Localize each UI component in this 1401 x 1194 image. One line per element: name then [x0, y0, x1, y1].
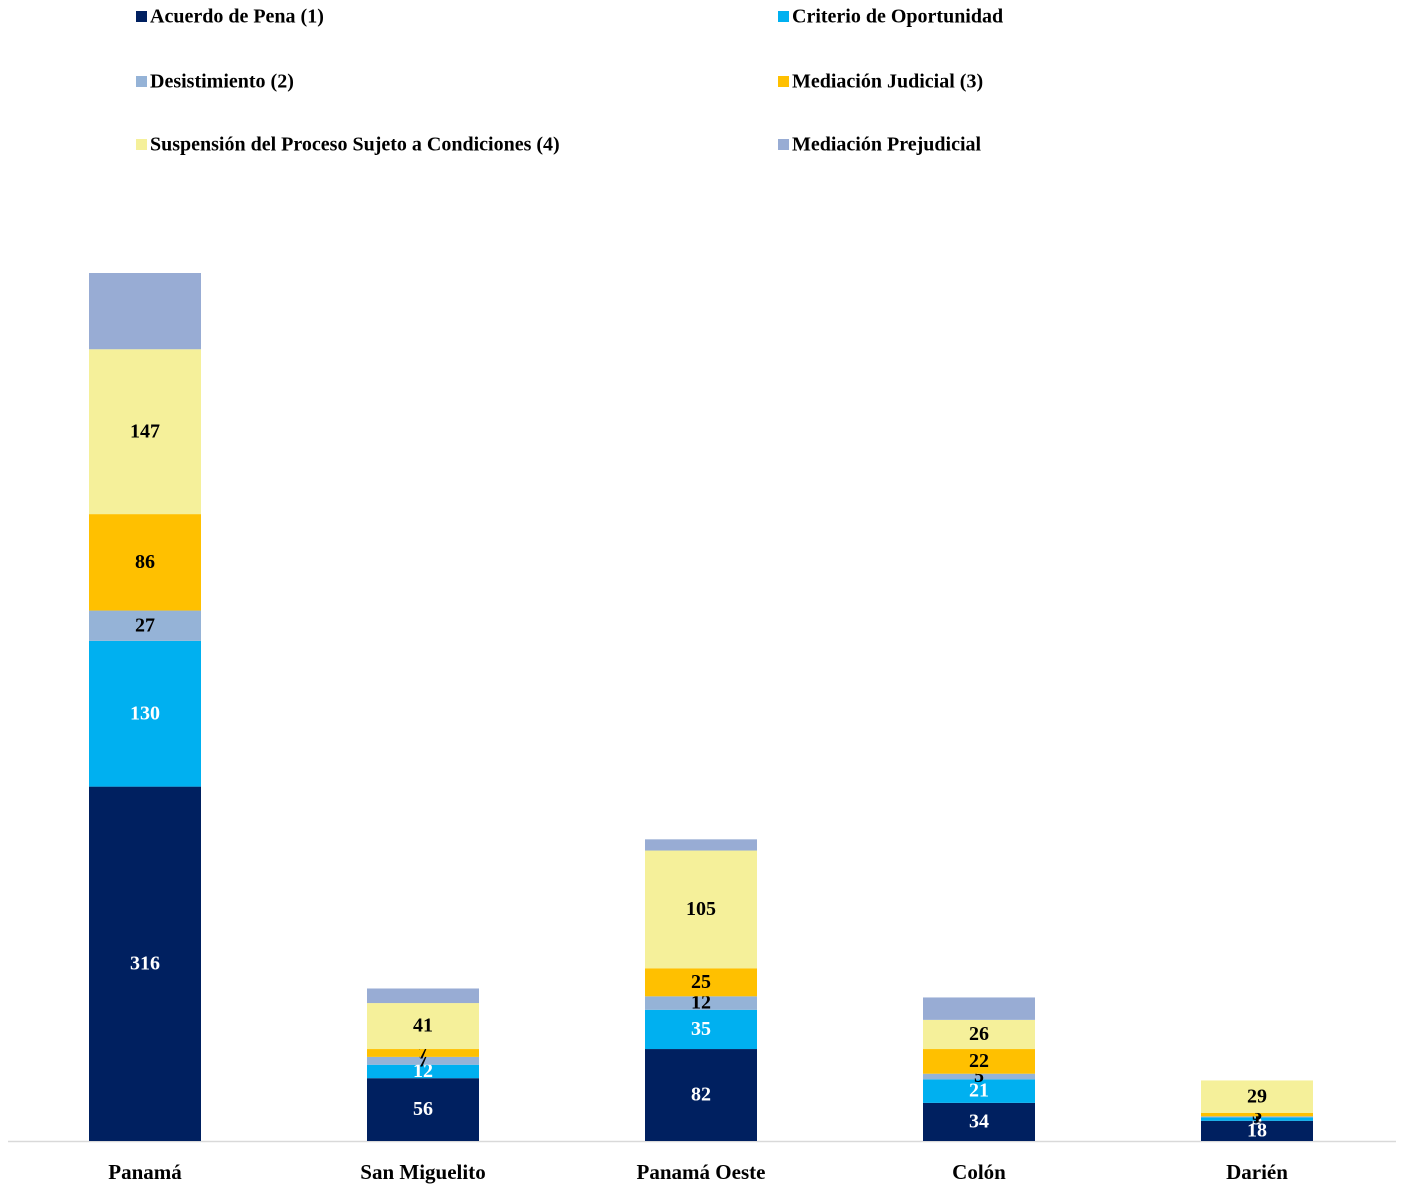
data-label: 35 — [691, 1018, 711, 1040]
legend-swatch — [136, 139, 147, 150]
data-label: 26 — [969, 1023, 989, 1045]
bar-segment — [1201, 1080, 1313, 1113]
bar-segment — [645, 1009, 757, 1050]
bar-segment — [89, 786, 201, 1141]
bar-segment — [645, 996, 757, 1010]
data-label: 22 — [969, 1050, 989, 1072]
data-label: 41 — [413, 1015, 433, 1037]
bar-segment — [645, 839, 757, 851]
data-label: 34 — [969, 1111, 989, 1133]
bar-segment — [367, 1064, 479, 1079]
bar-segment — [923, 1079, 1035, 1103]
legend-swatch — [136, 11, 147, 22]
bar-segment — [1201, 1112, 1313, 1117]
bar-segment — [89, 273, 201, 350]
data-label: 18 — [1247, 1120, 1267, 1142]
x-tick-label: Panamá — [108, 1160, 182, 1184]
data-label: 56 — [413, 1098, 433, 1120]
bar-segment — [1201, 1117, 1313, 1121]
legend-label: Desistimiento (2) — [150, 71, 294, 93]
data-label: 3 — [1252, 1108, 1262, 1130]
data-label: 147 — [130, 420, 160, 442]
data-label: 3 — [1252, 1103, 1262, 1125]
legend-swatch — [136, 76, 147, 87]
bar-segment — [923, 1049, 1035, 1074]
x-tick-label: San Miguelito — [360, 1160, 485, 1184]
data-label: 21 — [969, 1080, 989, 1102]
legend-label: Criterio de Oportunidad — [792, 6, 1003, 28]
bar-segment — [89, 610, 201, 641]
data-label: 27 — [135, 614, 155, 636]
legend-swatch — [778, 76, 789, 87]
data-label: 12 — [413, 1060, 433, 1082]
legend-label: Suspensión del Proceso Sujeto a Condicio… — [150, 134, 560, 156]
data-label: 5 — [974, 1065, 984, 1087]
data-label: 316 — [130, 952, 160, 974]
data-label: 7 — [418, 1049, 428, 1071]
bar-segment — [367, 1078, 479, 1141]
bar-segment — [645, 968, 757, 997]
bar-segment — [923, 1019, 1035, 1050]
data-label: 130 — [130, 702, 160, 724]
bar-segment — [367, 1003, 479, 1050]
x-tick-label: Darién — [1226, 1160, 1288, 1184]
bar-segment — [1201, 1116, 1313, 1118]
legend-swatch — [778, 11, 789, 22]
legend-label: Mediación Prejudicial — [792, 134, 981, 156]
bar-segment — [923, 1102, 1035, 1141]
bar-segment — [645, 1049, 757, 1141]
bar-segment — [645, 850, 757, 969]
data-label: 86 — [135, 551, 155, 573]
data-label: 105 — [686, 898, 716, 920]
x-tick-label: Colón — [952, 1160, 1006, 1184]
data-label: 7 — [418, 1042, 428, 1064]
bar-segment — [1201, 1120, 1313, 1141]
data-label: 1 — [1252, 1105, 1262, 1127]
bar-segment — [89, 349, 201, 515]
bar-segment — [89, 640, 201, 787]
legend-label: Mediación Judicial (3) — [792, 71, 983, 93]
legend-swatch — [778, 139, 789, 150]
data-label: 12 — [691, 992, 711, 1014]
bar-segment — [89, 514, 201, 611]
x-tick-label: Panamá Oeste — [637, 1160, 766, 1184]
data-label: 82 — [691, 1084, 711, 1106]
data-label: 25 — [691, 971, 711, 993]
bar-segment — [367, 1056, 479, 1065]
legend-label: Acuerdo de Pena (1) — [150, 6, 324, 28]
bar-segment — [367, 988, 479, 1004]
data-label: 29 — [1247, 1085, 1267, 1107]
bar-segment — [367, 1049, 479, 1057]
bar-segment — [923, 1073, 1035, 1080]
bar-segment — [923, 997, 1035, 1020]
